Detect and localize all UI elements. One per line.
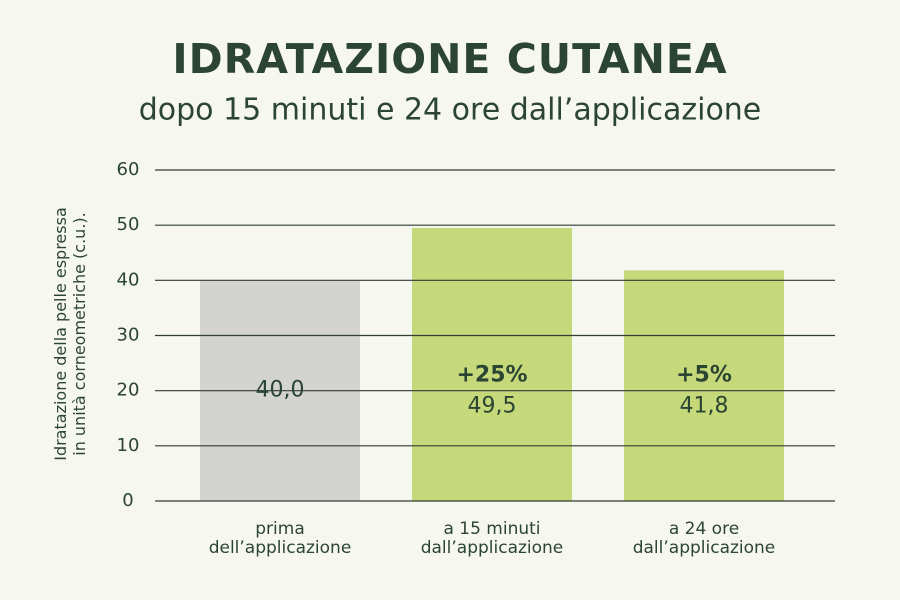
bar (624, 270, 784, 501)
chart-title: IDRATAZIONE CUTANEA (172, 35, 727, 83)
annotation: +5% (676, 363, 732, 388)
annotation: +25% (456, 363, 527, 388)
value-label: 41,8 (680, 394, 729, 419)
chart-subtitle: dopo 15 minuti e 24 ore dall’applicazion… (139, 93, 762, 128)
y-axis-label: Idratazione della pelle espressa in unit… (51, 207, 89, 461)
value-label: 40,0 (256, 378, 305, 403)
y-tick-label: 60 (117, 159, 140, 180)
value-label: 49,5 (468, 394, 517, 419)
x-tick-label: a 24 ore dall’applicazione (632, 519, 776, 558)
y-tick-label: 40 (117, 269, 140, 290)
y-tick-label: 20 (117, 380, 140, 401)
y-tick-label: 50 (117, 214, 140, 235)
y-tick-label: 10 (117, 435, 140, 456)
y-tick-label: 30 (117, 325, 140, 346)
y-tick-label: 0 (122, 490, 133, 511)
x-tick-label: a 15 minuti dall’applicazione (420, 519, 564, 558)
x-tick-label: prima dell’applicazione (208, 519, 352, 558)
bar (412, 227, 572, 502)
